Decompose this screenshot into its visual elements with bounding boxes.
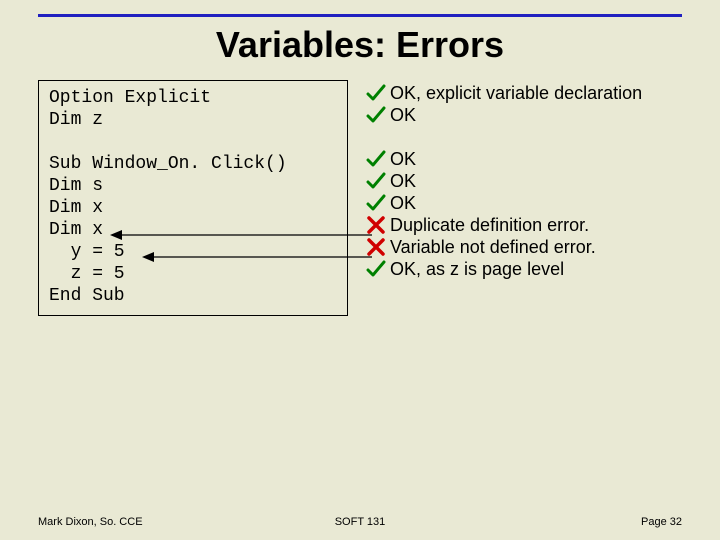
code-line: Dim x bbox=[49, 219, 337, 241]
check-icon bbox=[366, 83, 386, 103]
code-line: Option Explicit bbox=[49, 87, 337, 109]
annotation-text: Duplicate definition error. bbox=[390, 214, 589, 236]
code-line: Sub Window_On. Click() bbox=[49, 153, 337, 175]
footer-center: SOFT 131 bbox=[0, 516, 720, 528]
annotation-text: OK bbox=[390, 104, 416, 126]
cross-icon bbox=[366, 237, 386, 257]
code-line: Dim s bbox=[49, 175, 337, 197]
code-line: Dim x bbox=[49, 197, 337, 219]
code-blank-line bbox=[49, 131, 337, 153]
annotation-row: OK bbox=[366, 148, 642, 170]
annotation-row: Variable not defined error. bbox=[366, 236, 642, 258]
annotation-text: OK bbox=[390, 192, 416, 214]
annotation-row: OK bbox=[366, 170, 642, 192]
code-line: y = 5 bbox=[49, 241, 337, 263]
code-line: Dim z bbox=[49, 109, 337, 131]
annotation-row: OK, explicit variable declaration bbox=[366, 82, 642, 104]
check-icon bbox=[366, 149, 386, 169]
check-icon bbox=[366, 105, 386, 125]
annotations-column: OK, explicit variable declaration OK OK … bbox=[366, 82, 642, 280]
page-title: Variables: Errors bbox=[0, 24, 720, 66]
annotation-row: OK bbox=[366, 192, 642, 214]
annotation-text: OK bbox=[390, 170, 416, 192]
top-rule bbox=[38, 14, 682, 17]
annotation-text: Variable not defined error. bbox=[390, 236, 596, 258]
code-box: Option Explicit Dim z Sub Window_On. Cli… bbox=[38, 80, 348, 316]
annotation-gap bbox=[366, 126, 642, 148]
annotation-text: OK bbox=[390, 148, 416, 170]
check-icon bbox=[366, 171, 386, 191]
code-line: End Sub bbox=[49, 285, 337, 307]
cross-icon bbox=[366, 215, 386, 235]
code-line: z = 5 bbox=[49, 263, 337, 285]
annotation-row: OK, as z is page level bbox=[366, 258, 642, 280]
check-icon bbox=[366, 193, 386, 213]
check-icon bbox=[366, 259, 386, 279]
annotation-row: Duplicate definition error. bbox=[366, 214, 642, 236]
footer-right: Page 32 bbox=[641, 516, 682, 528]
annotation-text: OK, as z is page level bbox=[390, 258, 564, 280]
annotation-text: OK, explicit variable declaration bbox=[390, 82, 642, 104]
annotation-row: OK bbox=[366, 104, 642, 126]
